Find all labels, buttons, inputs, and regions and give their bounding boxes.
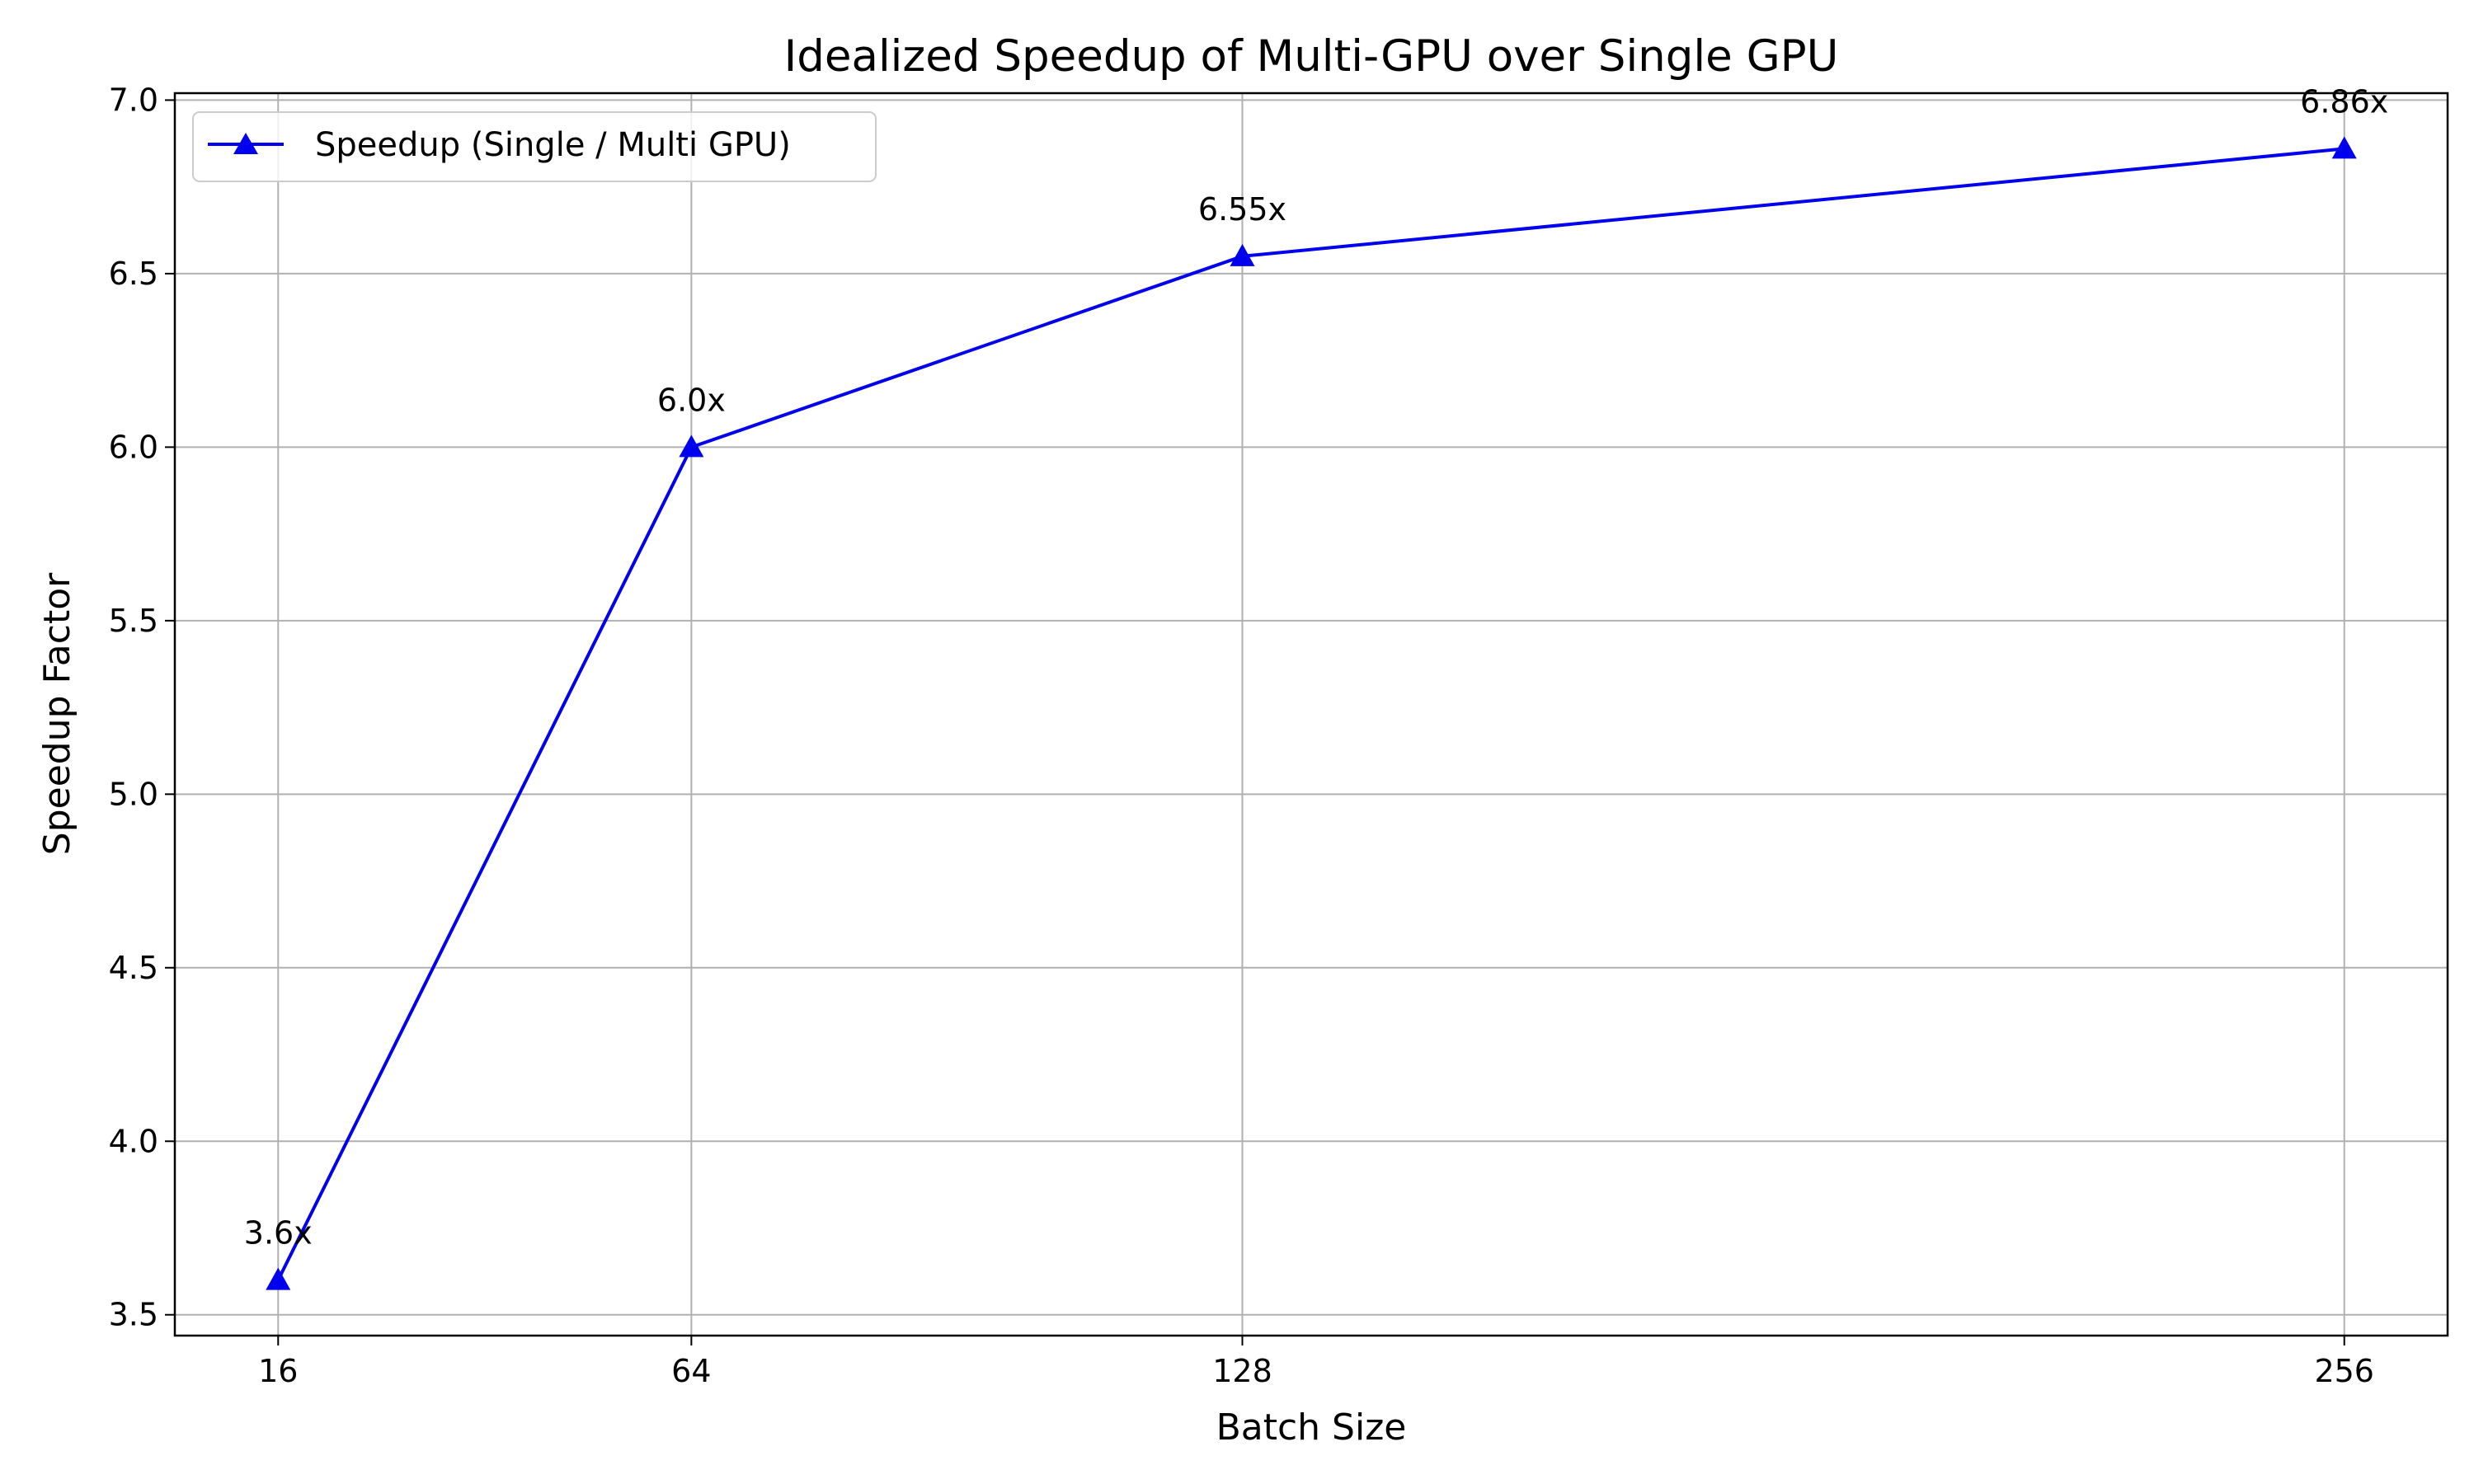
y-tick-label: 4.5 <box>109 950 158 986</box>
axis-ticks: 3.5 4.0 4.5 5.0 5.5 6.0 6.5 7.0 16 64 128 256 <box>109 82 2374 1389</box>
y-axis-label: Speedup Factor <box>36 572 78 855</box>
y-tick-label: 7.0 <box>109 82 158 118</box>
data-label: 6.86x <box>2300 83 2388 120</box>
data-point-marker <box>266 1267 291 1290</box>
y-tick-label: 5.5 <box>109 603 158 639</box>
data-point-marker <box>1230 243 1255 266</box>
y-tick-label: 3.5 <box>109 1297 158 1333</box>
legend-box <box>192 111 877 182</box>
x-tick-label: 64 <box>671 1353 711 1389</box>
x-tick-label: 256 <box>2314 1353 2374 1389</box>
y-tick-label: 4.0 <box>109 1123 158 1159</box>
data-labels: 3.6x 6.0x 6.55x 6.86x <box>244 83 2388 1251</box>
legend-triangle-marker <box>233 133 258 154</box>
y-tick-label: 6.0 <box>109 429 158 465</box>
y-tick-label: 6.5 <box>109 256 158 292</box>
data-point-marker <box>679 434 704 458</box>
x-tick-label: 16 <box>258 1353 298 1389</box>
data-point-marker <box>2331 136 2357 159</box>
data-label: 6.55x <box>1198 191 1286 228</box>
legend: Speedup (Single / Multi GPU) <box>192 111 877 182</box>
series-layer <box>266 136 2357 1290</box>
chart-title: Idealized Speedup of Multi-GPU over Sing… <box>784 31 1839 82</box>
series-line <box>276 147 2345 1281</box>
data-label: 6.0x <box>657 382 726 418</box>
data-label: 3.6x <box>244 1215 313 1252</box>
grid-lines <box>175 93 2448 1336</box>
x-tick-label: 128 <box>1212 1353 1272 1389</box>
x-axis-label: Batch Size <box>1216 1407 1407 1449</box>
y-tick-label: 5.0 <box>109 776 158 812</box>
legend-label: Speedup (Single / Multi GPU) <box>315 126 791 164</box>
plot-frame <box>173 92 2449 1337</box>
